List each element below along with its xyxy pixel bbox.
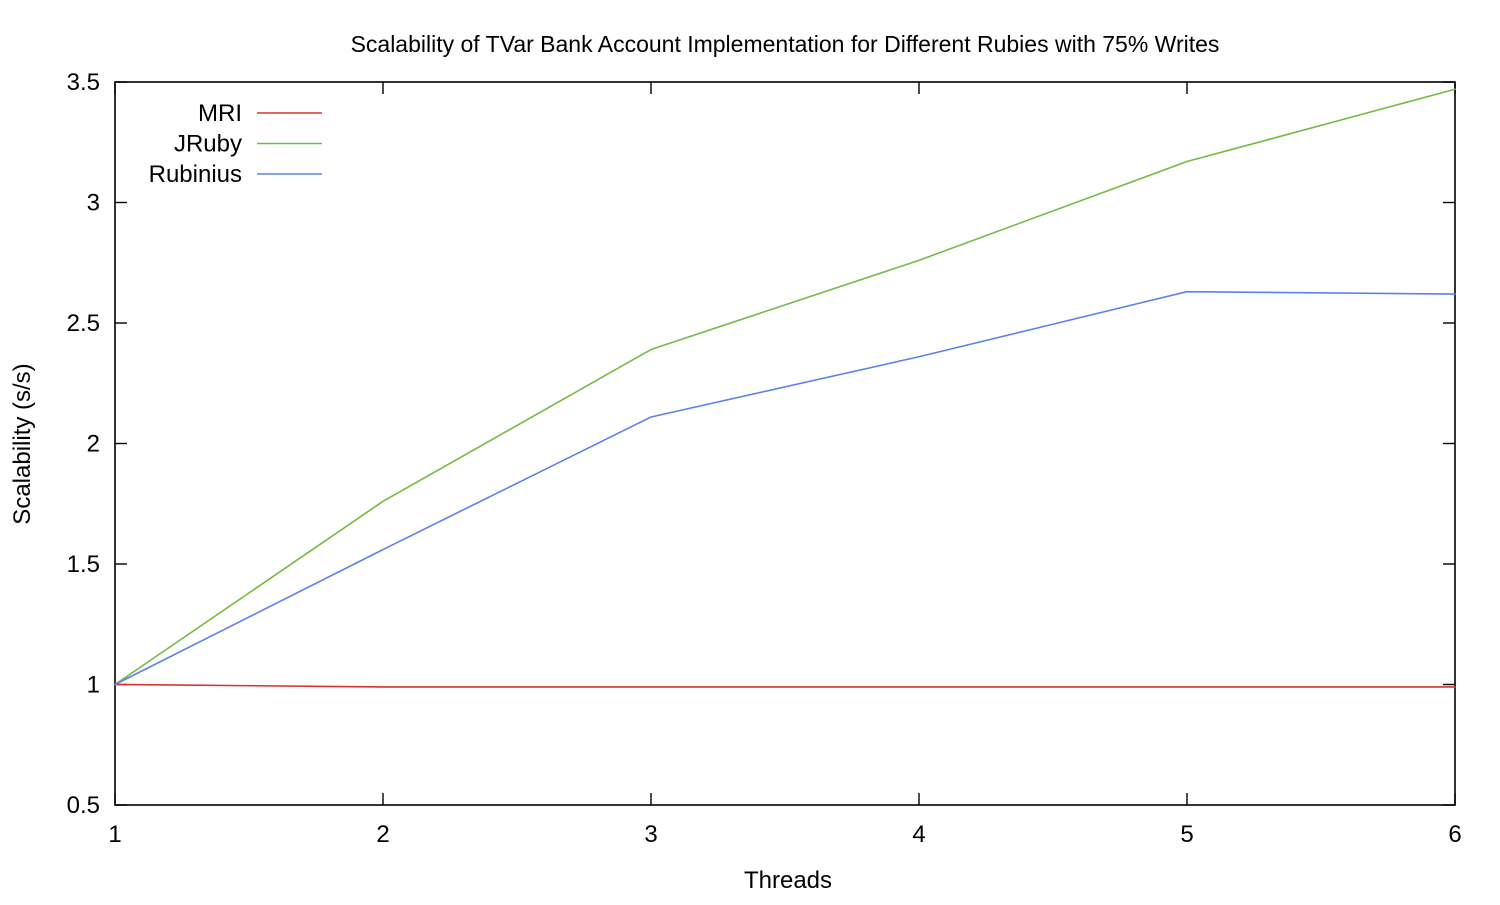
y-tick-label: 0.5 bbox=[67, 792, 100, 819]
plot-border-rect bbox=[114, 81, 1456, 806]
legend-item-mri: MRI bbox=[198, 100, 322, 127]
axis-ticks bbox=[114, 81, 1456, 806]
x-tick-label: 6 bbox=[1448, 821, 1461, 848]
x-tick-label: 1 bbox=[108, 821, 121, 848]
series-line-mri bbox=[114, 683, 1456, 688]
x-tick-label: 3 bbox=[644, 821, 657, 848]
legend-label: MRI bbox=[198, 100, 242, 127]
y-tick-label: 3 bbox=[87, 190, 100, 217]
chart-title: Scalability of TVar Bank Account Impleme… bbox=[351, 31, 1220, 57]
series-line-rubinius bbox=[114, 290, 1456, 686]
legend: MRI JRuby Rubinius bbox=[149, 100, 322, 188]
plot-border bbox=[114, 81, 1456, 806]
series-lines bbox=[114, 88, 1456, 688]
x-tick-label: 2 bbox=[376, 821, 389, 848]
x-axis-label: Threads bbox=[744, 867, 832, 894]
x-tick-label: 4 bbox=[912, 821, 925, 848]
axis-tick-labels: 1 2 3 4 5 6 0.5 1 1.5 2 2.5 3 3.5 bbox=[67, 69, 1462, 848]
x-tick-label: 5 bbox=[1180, 821, 1193, 848]
y-axis-label: Scalability (s/s) bbox=[9, 363, 36, 524]
y-tick-label: 1.5 bbox=[67, 551, 100, 578]
legend-label: Rubinius bbox=[149, 161, 242, 188]
y-tick-label: 1 bbox=[87, 672, 100, 699]
legend-item-jruby: JRuby bbox=[174, 131, 322, 158]
legend-label: JRuby bbox=[174, 131, 242, 158]
y-tick-label: 2.5 bbox=[67, 310, 100, 337]
y-tick-label: 3.5 bbox=[67, 69, 100, 96]
series-line-jruby bbox=[114, 88, 1456, 686]
y-tick-label: 2 bbox=[87, 431, 100, 458]
legend-item-rubinius: Rubinius bbox=[149, 161, 322, 188]
